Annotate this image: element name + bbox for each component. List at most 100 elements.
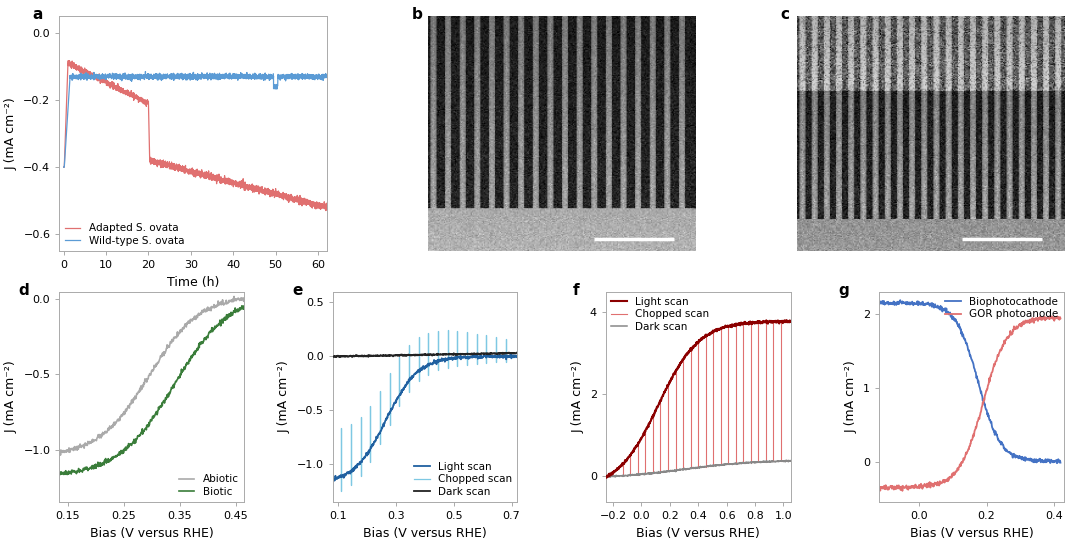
Dark scan xyxy=(611,473,624,480)
Biotic xyxy=(153,403,166,410)
Light scan xyxy=(410,369,423,376)
Text: f: f xyxy=(572,283,579,298)
Light scan xyxy=(504,351,517,357)
Dark scan xyxy=(600,474,613,481)
Light scan xyxy=(707,329,720,335)
Light scan xyxy=(360,452,373,458)
Biotic xyxy=(204,328,217,334)
Legend: Abiotic, Biotic: Abiotic, Biotic xyxy=(179,474,239,497)
Biotic xyxy=(54,471,67,478)
X-axis label: Bias (V versus RHE): Bias (V versus RHE) xyxy=(909,527,1034,540)
Wild-type S. ovata xyxy=(315,75,328,81)
Adapted S. ovata xyxy=(87,75,100,81)
Wild-type S. ovata xyxy=(87,75,100,81)
Biophotocathode xyxy=(981,411,994,418)
X-axis label: Bias (V versus RHE): Bias (V versus RHE) xyxy=(636,527,760,540)
Light scan xyxy=(374,428,387,434)
Line: GOR photoanode: GOR photoanode xyxy=(879,316,1061,491)
Light scan xyxy=(326,478,339,485)
Light scan xyxy=(326,475,339,481)
Light scan xyxy=(760,317,773,323)
Text: b: b xyxy=(411,7,423,22)
Line: Biotic: Biotic xyxy=(59,306,244,475)
Light scan xyxy=(758,319,771,326)
Light scan xyxy=(449,355,462,361)
Y-axis label: J (mA cm⁻²): J (mA cm⁻²) xyxy=(4,97,17,170)
GOR photoanode xyxy=(1045,313,1058,320)
GOR photoanode xyxy=(971,418,984,424)
Y-axis label: J (mA cm⁻²): J (mA cm⁻²) xyxy=(571,361,584,433)
Wild-type S. ovata xyxy=(158,71,171,78)
Legend: Biophotocathode, GOR photoanode: Biophotocathode, GOR photoanode xyxy=(945,297,1058,320)
GOR photoanode xyxy=(896,488,909,494)
Dark scan xyxy=(511,349,524,356)
Biophotocathode xyxy=(1022,455,1035,462)
Dark scan xyxy=(707,463,720,469)
Legend: Light scan, Chopped scan, Dark scan: Light scan, Chopped scan, Dark scan xyxy=(611,297,710,332)
Biotic xyxy=(143,423,156,430)
Light scan xyxy=(465,354,478,361)
Adapted S. ovata xyxy=(170,165,183,171)
Biotic xyxy=(163,391,176,397)
Biophotocathode xyxy=(1054,460,1067,466)
Dark scan xyxy=(435,352,448,358)
GOR photoanode xyxy=(873,485,886,491)
Light scan xyxy=(712,326,725,333)
Line: Dark scan: Dark scan xyxy=(606,460,791,477)
Light scan xyxy=(611,466,624,472)
Adapted S. ovata xyxy=(320,201,333,208)
Light scan xyxy=(511,352,524,359)
Dark scan xyxy=(374,352,387,359)
Text: c: c xyxy=(781,7,789,22)
Biophotocathode xyxy=(1050,457,1063,463)
GOR photoanode xyxy=(959,451,972,457)
Biotic xyxy=(53,470,66,477)
Adapted S. ovata xyxy=(63,57,76,64)
Biotic xyxy=(238,305,251,311)
Y-axis label: J (mA cm⁻²): J (mA cm⁻²) xyxy=(845,361,858,433)
Abiotic xyxy=(228,293,241,300)
Legend: Adapted S. ovata, Wild-type S. ovata: Adapted S. ovata, Wild-type S. ovata xyxy=(65,223,184,246)
Light scan xyxy=(740,320,753,326)
Text: a: a xyxy=(32,7,43,22)
Adapted S. ovata xyxy=(320,207,333,214)
Dark scan xyxy=(712,462,725,469)
Biotic xyxy=(233,307,246,313)
Dark scan xyxy=(740,460,753,467)
Dark scan xyxy=(758,459,771,465)
X-axis label: Bias (V versus RHE): Bias (V versus RHE) xyxy=(90,527,214,540)
Line: Adapted S. ovata: Adapted S. ovata xyxy=(64,60,326,211)
Text: g: g xyxy=(838,283,849,298)
Abiotic xyxy=(204,307,217,314)
Abiotic xyxy=(53,449,66,455)
Abiotic xyxy=(234,296,247,303)
Light scan xyxy=(599,474,612,481)
Dark scan xyxy=(784,458,797,464)
GOR photoanode xyxy=(981,386,994,392)
Wild-type S. ovata xyxy=(170,73,183,79)
Dark scan xyxy=(465,351,478,357)
Light scan xyxy=(435,355,448,361)
Line: Light scan: Light scan xyxy=(606,320,791,477)
Y-axis label: J (mA cm⁻²): J (mA cm⁻²) xyxy=(278,361,292,433)
Dark scan xyxy=(599,473,612,480)
X-axis label: Time (h): Time (h) xyxy=(166,276,219,289)
Adapted S. ovata xyxy=(57,164,70,171)
Abiotic xyxy=(163,342,176,349)
Dark scan xyxy=(781,457,794,463)
Abiotic xyxy=(153,356,166,362)
Biophotocathode xyxy=(894,297,907,303)
Dark scan xyxy=(326,353,339,360)
Line: Wild-type S. ovata: Wild-type S. ovata xyxy=(64,72,326,167)
Adapted S. ovata xyxy=(158,160,171,167)
Line: Light scan: Light scan xyxy=(333,354,517,482)
Biophotocathode xyxy=(873,300,886,307)
Dark scan xyxy=(360,353,373,359)
Dark scan xyxy=(334,354,347,360)
Adapted S. ovata xyxy=(315,202,328,208)
Wild-type S. ovata xyxy=(286,71,299,78)
GOR photoanode xyxy=(1022,317,1035,323)
Text: e: e xyxy=(292,283,302,298)
Wild-type S. ovata xyxy=(103,73,116,80)
Line: Dark scan: Dark scan xyxy=(333,353,517,357)
